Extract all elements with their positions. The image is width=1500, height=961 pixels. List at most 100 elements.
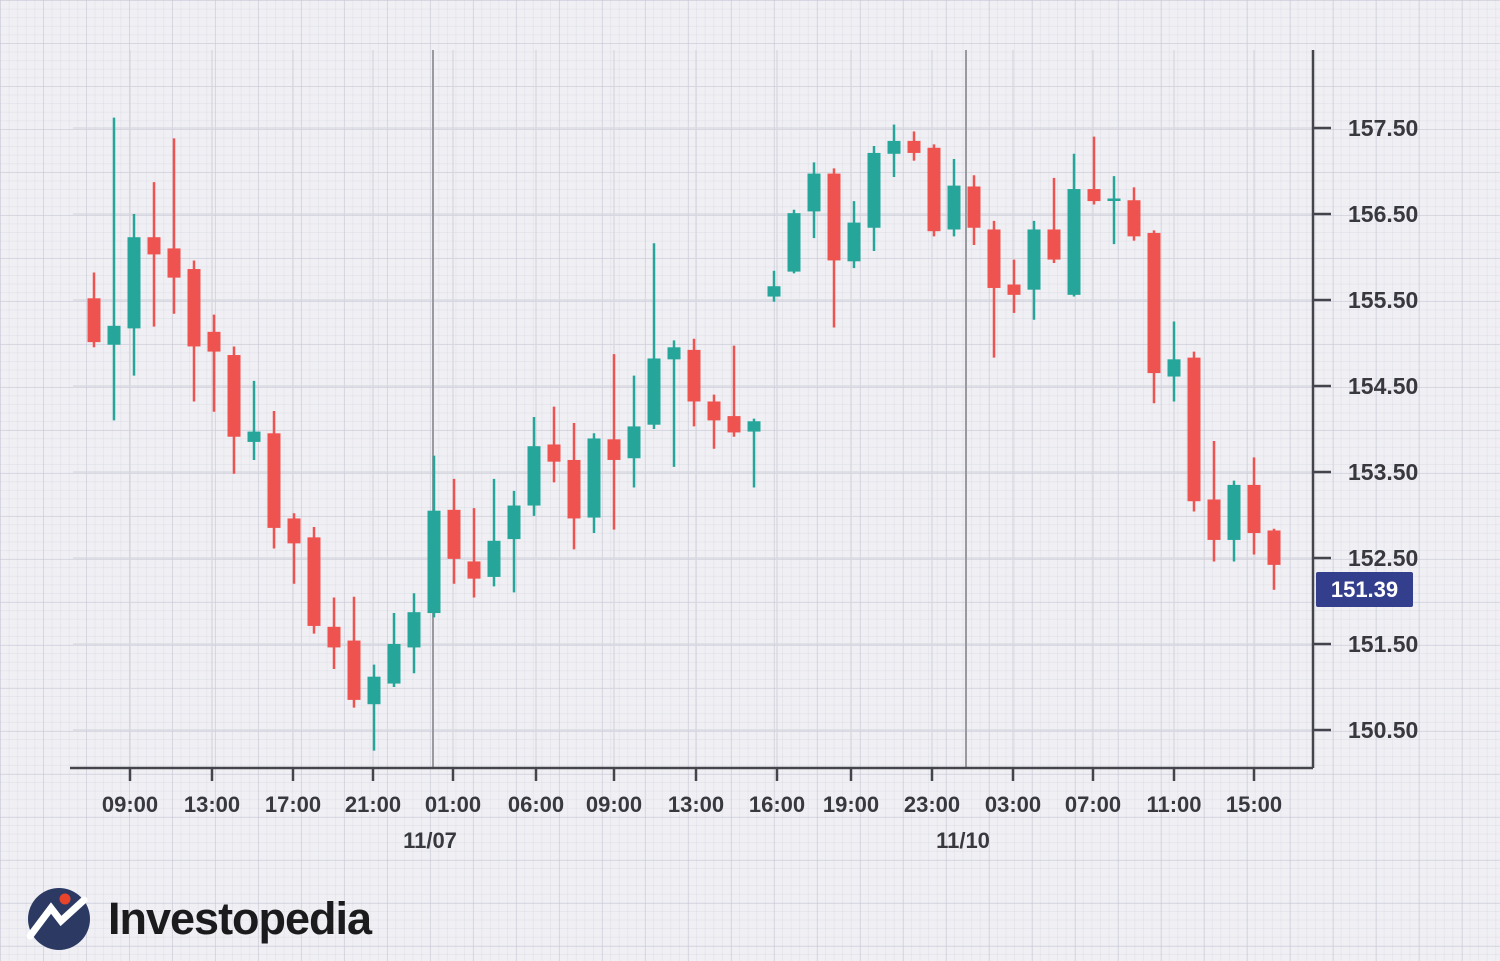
candle-body-down — [1207, 499, 1221, 540]
candle[interactable] — [567, 422, 581, 550]
candle[interactable] — [1047, 177, 1061, 264]
candle[interactable] — [1147, 230, 1161, 404]
investopedia-logo-icon — [26, 888, 90, 950]
candle[interactable] — [447, 478, 461, 584]
candle-body-down — [287, 518, 301, 544]
candle-body-up — [867, 152, 881, 228]
candle[interactable] — [327, 597, 341, 669]
candle-body-down — [1047, 229, 1061, 260]
candle-body-up — [887, 140, 901, 154]
candle[interactable] — [1267, 528, 1281, 590]
candle[interactable] — [1127, 187, 1141, 241]
candle-body-up — [787, 213, 801, 272]
candle[interactable] — [487, 478, 501, 587]
candle-body-down — [707, 401, 721, 421]
candle-body-down — [827, 173, 841, 261]
candle[interactable] — [1187, 351, 1201, 512]
candle[interactable] — [147, 182, 161, 327]
candle[interactable] — [827, 168, 841, 328]
candle[interactable] — [1167, 321, 1181, 402]
candle[interactable] — [847, 201, 861, 269]
candle[interactable] — [247, 380, 261, 460]
investopedia-wordmark: Investopedia — [108, 893, 372, 944]
time-axis-label: 16:00 — [749, 792, 805, 817]
candle[interactable] — [187, 260, 201, 402]
candle[interactable] — [367, 664, 381, 751]
candle-body-down — [1187, 357, 1201, 502]
candle[interactable] — [667, 340, 681, 467]
time-axis-label: 21:00 — [345, 792, 401, 817]
candle[interactable] — [347, 596, 361, 708]
candle[interactable] — [1007, 259, 1021, 313]
price-axis-label: 151.50 — [1348, 631, 1418, 657]
candle[interactable] — [647, 243, 661, 429]
candle-body-down — [907, 140, 921, 153]
candle[interactable] — [107, 117, 121, 421]
candle[interactable] — [527, 416, 541, 516]
candle[interactable] — [87, 272, 101, 348]
candle-body-up — [127, 237, 141, 329]
time-axis-label: 23:00 — [904, 792, 960, 817]
candle-body-up — [1067, 189, 1081, 295]
candle-body-down — [227, 355, 241, 437]
candle[interactable] — [1027, 220, 1041, 320]
candle[interactable] — [1227, 480, 1241, 562]
candle[interactable] — [1207, 441, 1221, 562]
candle[interactable] — [1087, 136, 1101, 205]
candle[interactable] — [707, 394, 721, 449]
candle[interactable] — [407, 593, 421, 674]
candle[interactable] — [587, 433, 601, 534]
candle-body-up — [1107, 198, 1121, 202]
time-axis-label: 06:00 — [508, 792, 564, 817]
candle[interactable] — [207, 314, 221, 412]
candle[interactable] — [767, 270, 781, 302]
candle[interactable] — [687, 338, 701, 427]
candle-body-down — [567, 459, 581, 519]
candle-body-up — [1027, 229, 1041, 290]
candle[interactable] — [947, 158, 961, 237]
candle[interactable] — [287, 513, 301, 584]
candle[interactable] — [167, 138, 181, 314]
candle[interactable] — [1067, 153, 1081, 297]
candle-body-up — [847, 222, 861, 262]
candle[interactable] — [907, 131, 921, 161]
candle[interactable] — [127, 214, 141, 376]
candle-body-up — [247, 431, 261, 442]
candle-body-down — [727, 416, 741, 433]
candle-body-down — [207, 331, 221, 352]
candle[interactable] — [727, 345, 741, 437]
candle[interactable] — [267, 410, 281, 549]
candle-body-up — [627, 426, 641, 459]
candle[interactable] — [507, 490, 521, 593]
candle[interactable] — [787, 209, 801, 274]
price-axis-label: 150.50 — [1348, 717, 1418, 743]
candle[interactable] — [227, 346, 241, 474]
candle[interactable] — [807, 162, 821, 239]
candle[interactable] — [387, 613, 401, 687]
price-axis-label: 152.50 — [1348, 545, 1418, 571]
candle[interactable] — [747, 418, 761, 488]
candle-body-down — [1087, 189, 1101, 202]
candle-body-down — [1267, 530, 1281, 565]
candle[interactable] — [307, 527, 321, 634]
candle[interactable] — [1247, 457, 1261, 555]
time-axis-label: 09:00 — [102, 792, 158, 817]
candle[interactable] — [927, 144, 941, 237]
candle-body-up — [427, 510, 441, 614]
candle[interactable] — [467, 508, 481, 598]
candle[interactable] — [627, 375, 641, 488]
candle[interactable] — [887, 124, 901, 178]
candle-body-up — [667, 347, 681, 360]
candle[interactable] — [987, 220, 1001, 358]
candle-body-down — [267, 433, 281, 528]
candle[interactable] — [547, 406, 561, 483]
candle[interactable] — [1107, 176, 1121, 245]
candle[interactable] — [967, 175, 981, 245]
candle[interactable] — [607, 354, 621, 530]
price-axis-label: 153.50 — [1348, 459, 1418, 485]
candle[interactable] — [867, 146, 881, 251]
candle-body-up — [367, 676, 381, 705]
candle[interactable] — [427, 455, 441, 618]
candle-body-down — [927, 147, 941, 232]
